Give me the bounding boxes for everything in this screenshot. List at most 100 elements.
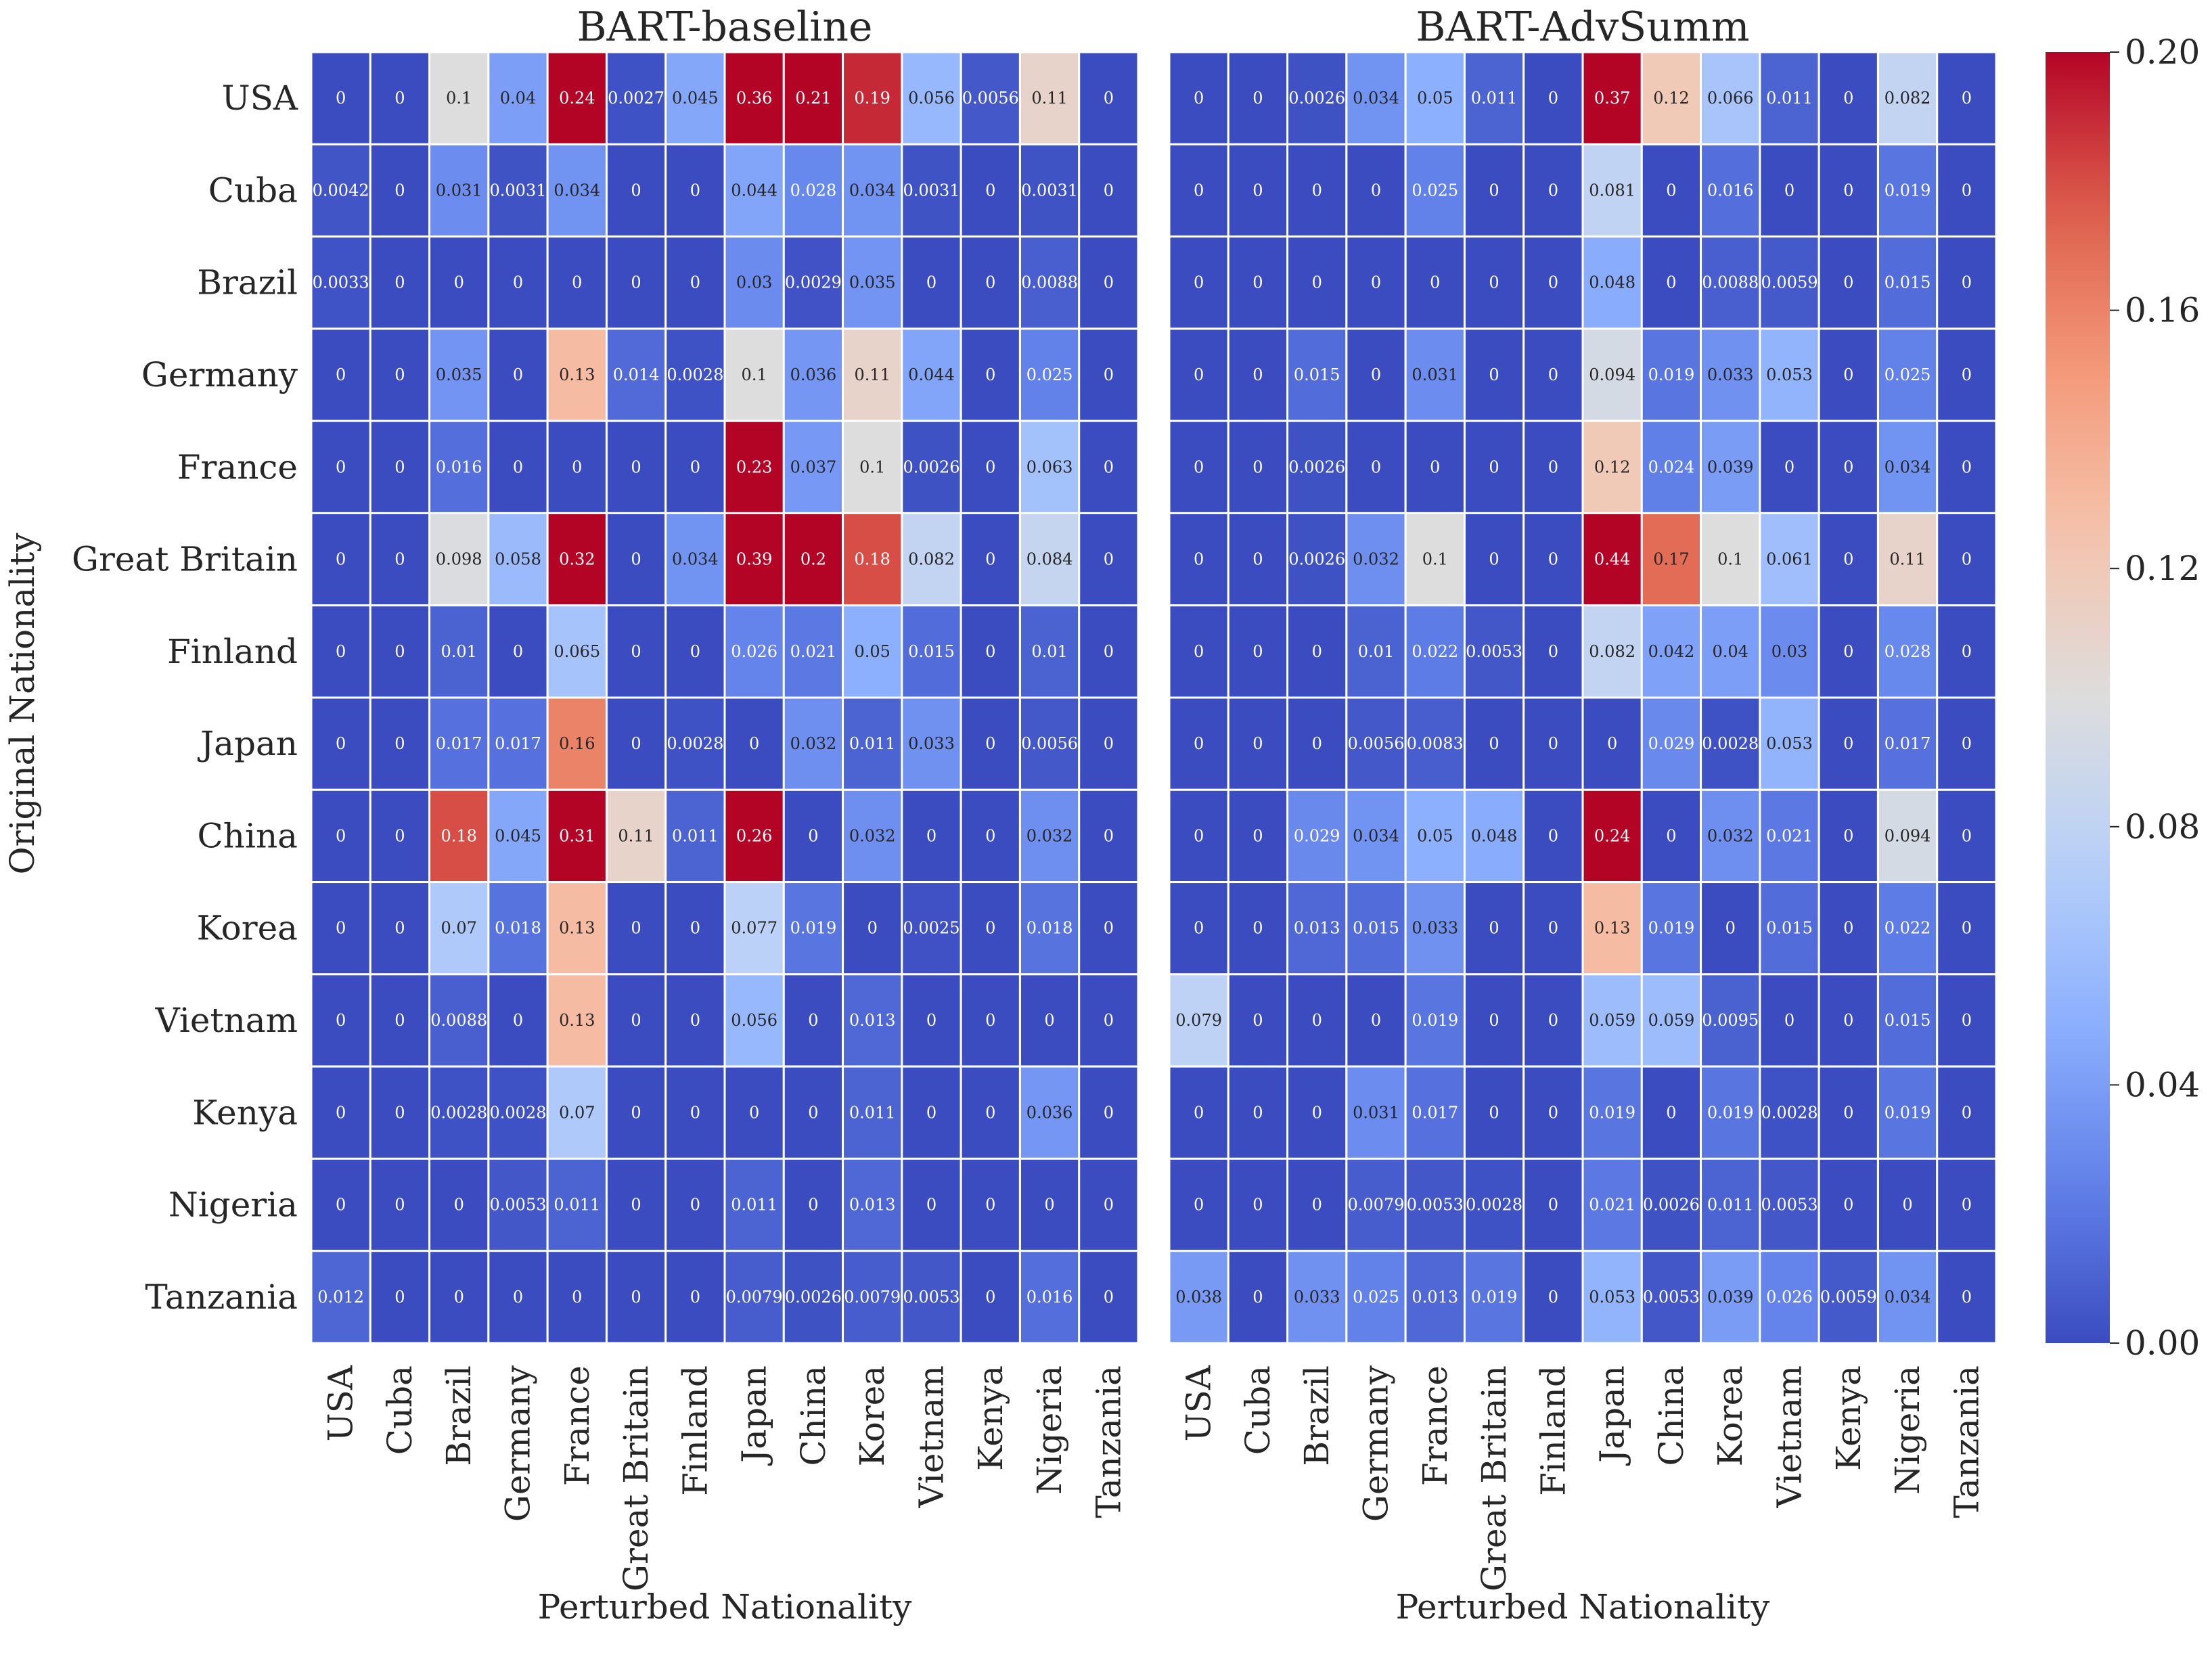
heatmap-cell [901, 788, 962, 884]
cell-value-label: 0.044 [731, 181, 777, 200]
heatmap-cell [1640, 512, 1702, 607]
cell-value-label: 0.066 [1707, 89, 1754, 108]
cell-value-label: 0 [1104, 89, 1114, 108]
cell-value-label: 0 [631, 734, 641, 753]
cell-value-label: 0.018 [1026, 919, 1073, 938]
heatmap-cell [960, 327, 1021, 422]
cell-value-label: 0 [1252, 365, 1263, 384]
heatmap-cell [1759, 696, 1820, 791]
cell-value-label: 0.036 [1026, 1103, 1073, 1122]
heatmap-cell [664, 512, 726, 607]
cell-value-label: 0.032 [1026, 826, 1073, 845]
heatmap-cell [1227, 235, 1289, 330]
cell-value-label: 0.045 [672, 89, 719, 108]
y-tick-label: Japan [197, 724, 298, 763]
heatmap-cell [1018, 420, 1081, 514]
heatmap-cell [1286, 1250, 1348, 1344]
cell-value-label: 0 [1194, 550, 1204, 569]
heatmap-cell [1463, 788, 1525, 884]
cell-value-label: 0.0028 [490, 1103, 547, 1122]
cell-value-label: 0.0056 [1021, 734, 1078, 753]
cell-value-label: 0 [1843, 826, 1853, 845]
x-tick-label: Korea [853, 1365, 892, 1466]
heatmap-cell [1936, 1250, 1997, 1344]
heatmap-cell [901, 327, 962, 422]
heatmap-cell [546, 604, 608, 699]
cell-value-label: 0 [1312, 1011, 1322, 1030]
heatmap-cell [1936, 327, 1997, 422]
cell-value-label: 0 [1548, 642, 1558, 661]
cell-value-label: 0.053 [1766, 365, 1813, 384]
heatmap-cell [1078, 327, 1139, 422]
cell-value-label: 0.03 [1771, 642, 1807, 661]
heatmap-cell [1286, 51, 1348, 145]
heatmap-cell [1936, 51, 1997, 145]
heatmap-cell [1345, 1157, 1407, 1252]
cell-value-label: 0 [1548, 89, 1558, 108]
heatmap-cell [1818, 51, 1879, 145]
heatmap-cell [428, 420, 490, 514]
x-tick-label: Germany [1357, 1365, 1396, 1522]
heatmap-cell [1404, 604, 1466, 699]
heatmap-cell [1759, 1157, 1820, 1252]
heatmap-cell [1640, 696, 1702, 791]
cell-value-label: 0.24 [1594, 826, 1630, 845]
cell-value-label: 0 [690, 1011, 700, 1030]
cell-value-label: 0.015 [1766, 919, 1813, 938]
heatmap-cell [546, 143, 608, 238]
cell-value-label: 0 [690, 1288, 700, 1307]
cell-value-label: 0.0095 [1702, 1011, 1759, 1030]
cell-value-label: 0.05 [1417, 89, 1453, 108]
cell-value-label: 0.01 [1031, 642, 1067, 661]
cell-value-label: 0.0027 [608, 89, 664, 108]
cell-value-label: 0.0028 [1761, 1103, 1818, 1122]
panel-title: BART-baseline [577, 3, 872, 51]
cell-value-label: 0 [1843, 181, 1853, 200]
cell-value-label: 0.0026 [1643, 1196, 1700, 1215]
cell-value-label: 0.0031 [903, 181, 960, 200]
cell-value-label: 0.011 [1707, 1196, 1754, 1215]
cell-value-label: 0.026 [1766, 1288, 1813, 1307]
heatmap-cell [1759, 604, 1820, 699]
cell-value-label: 0 [1104, 1103, 1114, 1122]
heatmap-cell [428, 788, 490, 884]
cell-value-label: 0.077 [731, 919, 777, 938]
heatmap-cell [664, 1250, 726, 1344]
cell-value-label: 0 [1104, 550, 1114, 569]
x-axis-label: Perturbed Nationality [1396, 1587, 1770, 1627]
cell-value-label: 0.019 [790, 919, 837, 938]
x-tick-label: Vietnam [1770, 1365, 1809, 1508]
heatmap-cell [1078, 235, 1139, 330]
cell-value-label: 0.044 [908, 365, 955, 384]
cell-value-label: 0 [985, 1196, 995, 1215]
heatmap-cell [1168, 327, 1229, 422]
heatmap-cell [1759, 420, 1820, 514]
heatmap-cell [1463, 235, 1525, 330]
heatmap-cell [960, 696, 1021, 791]
cell-value-label: 0.022 [1884, 919, 1931, 938]
cell-value-label: 0 [1489, 365, 1499, 384]
cell-value-label: 0.042 [1648, 642, 1695, 661]
heatmap-cell [1936, 1157, 1997, 1252]
cell-value-label: 0.07 [559, 1103, 595, 1122]
cell-value-label: 0.0053 [1407, 1196, 1464, 1215]
heatmap-cell [1759, 973, 1820, 1068]
x-tick-label: Great Britain [1474, 1365, 1514, 1591]
heatmap-cell [1700, 235, 1761, 330]
heatmap-cell [1078, 512, 1139, 607]
x-tick-label: Nigeria [1888, 1365, 1927, 1495]
cell-value-label: 0 [1194, 734, 1204, 753]
heatmap-cell [487, 143, 549, 238]
heatmap-cell [1463, 696, 1525, 791]
cell-value-label: 0 [1843, 642, 1853, 661]
heatmap-cell [1227, 788, 1289, 884]
heatmap-cell [1581, 327, 1643, 422]
heatmap-cell [782, 696, 844, 791]
cell-value-label: 0.0028 [430, 1103, 487, 1122]
cell-value-label: 0.019 [1707, 1103, 1754, 1122]
cell-value-label: 0 [1104, 365, 1114, 384]
cell-value-label: 0 [1312, 734, 1322, 753]
cell-value-label: 0.0059 [1761, 273, 1818, 292]
cell-value-label: 0.0026 [1288, 89, 1345, 108]
